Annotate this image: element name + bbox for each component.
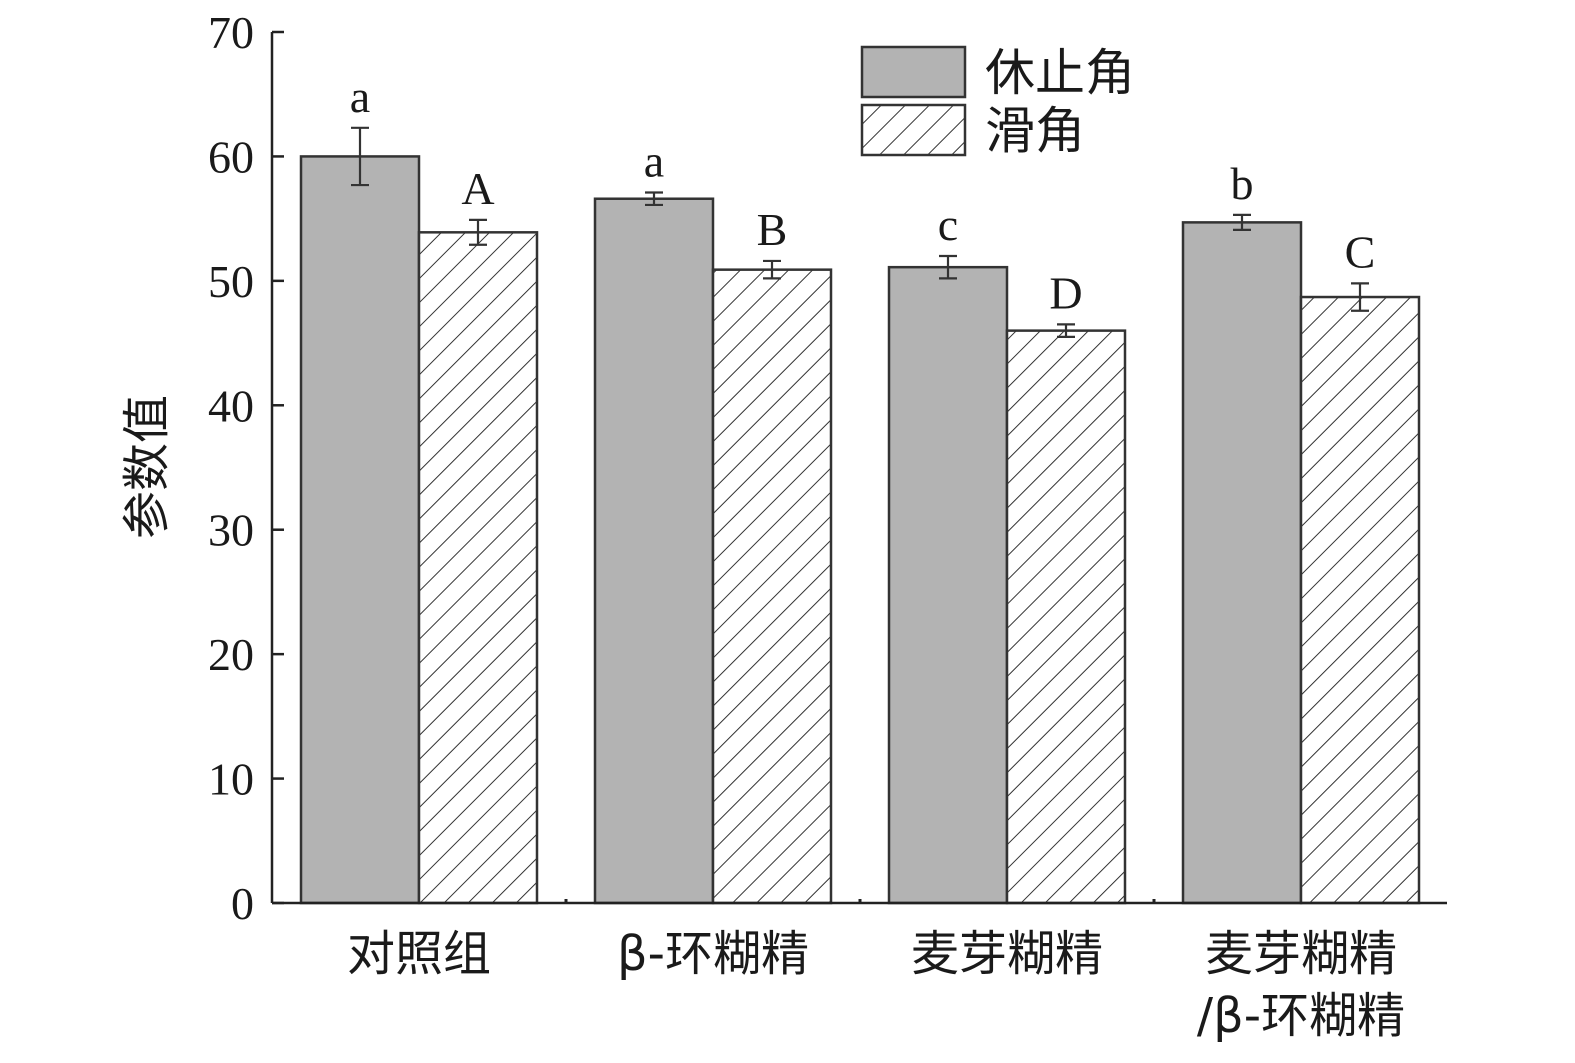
y-tick-label: 70 — [208, 7, 254, 58]
error-bar — [351, 126, 369, 187]
significance-letter: b — [1231, 158, 1254, 209]
significance-letter: B — [757, 204, 788, 255]
x-tick-label: 麦芽糊精/β-环糊精 — [1197, 926, 1405, 1044]
y-tick-label: 0 — [231, 878, 254, 929]
legend-label: 休止角 — [985, 44, 1135, 102]
x-tick-label: 麦芽糊精 — [911, 926, 1103, 982]
error-bar — [1233, 213, 1251, 231]
y-tick-label: 40 — [208, 380, 254, 431]
bar — [1181, 221, 1303, 905]
bar — [1005, 329, 1127, 905]
error-bar — [939, 254, 957, 280]
error-bar — [1351, 282, 1369, 312]
significance-letter: a — [644, 136, 664, 187]
bar — [299, 155, 421, 905]
bar — [417, 231, 539, 905]
y-tick-label: 20 — [208, 629, 254, 680]
x-tick-label: 对照组 — [347, 926, 491, 982]
significance-letter: D — [1049, 267, 1082, 318]
y-tick-label: 30 — [208, 505, 254, 556]
x-tick-label: β-环糊精 — [617, 926, 809, 982]
bar — [1299, 295, 1421, 905]
y-tick-label: 60 — [208, 131, 254, 182]
legend-swatch — [860, 103, 967, 157]
legend-swatch — [860, 45, 967, 99]
significance-letter: c — [938, 199, 958, 250]
legend-label: 滑角 — [985, 102, 1085, 160]
bar — [887, 265, 1009, 905]
significance-letter: C — [1345, 226, 1376, 277]
error-bar — [1057, 323, 1075, 338]
error-bar — [763, 259, 781, 280]
error-bar — [645, 191, 663, 207]
bar — [593, 197, 715, 905]
error-bar — [469, 218, 487, 246]
bar — [711, 268, 833, 905]
y-axis-label: 参数值 — [119, 395, 175, 539]
y-tick-label: 50 — [208, 256, 254, 307]
significance-letter: A — [461, 163, 494, 214]
y-tick-label: 10 — [208, 754, 254, 805]
significance-letter: a — [350, 71, 370, 122]
